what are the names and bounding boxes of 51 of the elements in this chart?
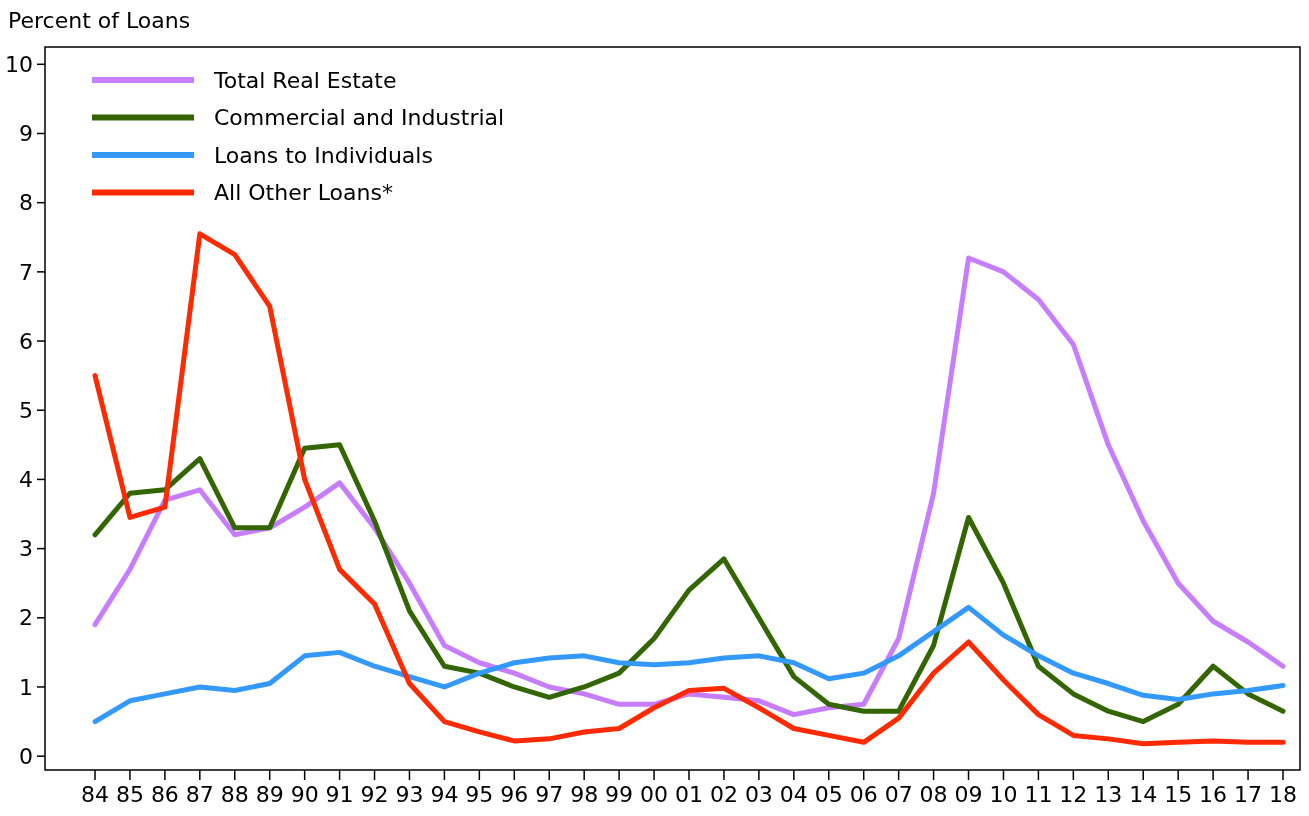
x-tick-label: 11	[1024, 782, 1053, 807]
x-tick-label: 95	[465, 782, 494, 807]
x-tick-label: 96	[500, 782, 529, 807]
y-tick-label: 5	[19, 397, 33, 423]
x-tick-label: 07	[884, 782, 913, 807]
x-tick-label: 99	[605, 782, 634, 807]
x-tick-label: 09	[954, 782, 983, 807]
x-tick-label: 97	[535, 782, 564, 807]
y-tick-label: 10	[5, 52, 33, 77]
x-tick-label: 91	[325, 782, 354, 807]
x-tick-label: 98	[570, 782, 599, 807]
y-tick-label: 8	[19, 190, 33, 216]
y-axis-title: Percent of Loans	[8, 8, 191, 33]
x-tick-label: 18	[1269, 782, 1297, 807]
legend-label: Loans to Individuals	[214, 142, 433, 168]
x-tick-label: 17	[1234, 782, 1263, 807]
x-tick-label: 01	[675, 782, 703, 807]
x-tick-label: 86	[150, 782, 179, 807]
legend-label: All Other Loans*	[214, 180, 393, 206]
x-tick-label: 92	[360, 782, 389, 807]
x-tick-label: 08	[919, 782, 948, 807]
y-tick-label: 3	[19, 536, 33, 562]
y-tick-label: 6	[19, 328, 33, 354]
x-tick-label: 04	[779, 782, 808, 807]
x-tick-label: 05	[814, 782, 843, 807]
x-tick-label: 10	[989, 782, 1018, 807]
legend-label: Commercial and Industrial	[214, 105, 505, 131]
x-tick-label: 94	[430, 782, 459, 807]
y-tick-label: 4	[19, 467, 33, 493]
x-tick-label: 15	[1164, 782, 1193, 807]
x-tick-label: 84	[81, 782, 109, 807]
x-tick-label: 02	[709, 782, 738, 807]
x-tick-label: 93	[395, 782, 424, 807]
x-tick-label: 90	[290, 782, 319, 807]
x-tick-label: 12	[1059, 782, 1088, 807]
x-tick-label: 14	[1129, 782, 1158, 807]
y-tick-label: 9	[19, 121, 33, 147]
y-tick-label: 1	[19, 674, 33, 700]
x-tick-label: 85	[115, 782, 144, 807]
x-tick-label: 87	[185, 782, 214, 807]
x-tick-label: 06	[849, 782, 878, 807]
y-tick-label: 2	[19, 605, 33, 631]
x-tick-label: 16	[1199, 782, 1228, 807]
x-tick-label: 89	[255, 782, 284, 807]
y-tick-label: 0	[19, 743, 33, 769]
x-tick-label: 00	[640, 782, 669, 807]
x-tick-label: 13	[1094, 782, 1123, 807]
legend-label: Total Real Estate	[213, 67, 397, 93]
y-tick-label: 7	[19, 259, 33, 285]
x-tick-label: 03	[744, 782, 773, 807]
x-tick-label: 88	[220, 782, 249, 807]
